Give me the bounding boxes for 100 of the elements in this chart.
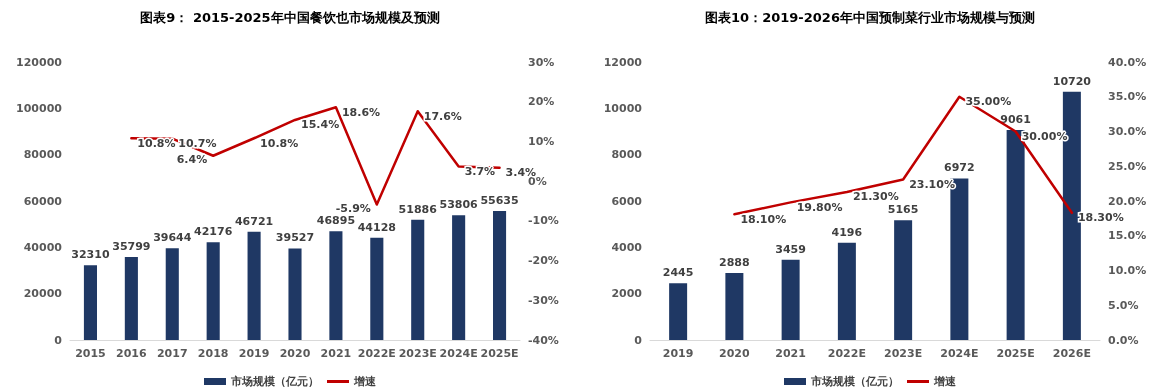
- bar: [206, 242, 220, 340]
- y2-tick-label: 25.0%: [1108, 159, 1147, 173]
- data-label: 18.6%: [341, 105, 381, 119]
- y2-tick-label: -30%: [528, 293, 559, 307]
- data-label: 32310: [71, 248, 110, 262]
- y2-tick-label: -10%: [528, 214, 559, 228]
- data-label: 46721: [234, 214, 274, 228]
- y2-tick-label: 30.0%: [1108, 125, 1147, 138]
- y-tick-label: 40000: [23, 240, 63, 254]
- data-label: 35.00%: [965, 95, 1012, 109]
- data-label: 19.80%: [796, 200, 843, 214]
- bar: [247, 231, 261, 340]
- y-tick-label: 60000: [23, 194, 63, 208]
- x-tick-label: 2020: [279, 347, 311, 360]
- x-tick-label: 2019: [662, 347, 694, 360]
- data-label: 10720: [1052, 74, 1092, 88]
- y-tick-label: 80000: [23, 148, 63, 162]
- y-tick-label: 6000: [611, 194, 643, 208]
- data-label: 15.4%: [301, 118, 340, 132]
- data-label: 44128: [357, 220, 396, 234]
- x-tick-label: 2025E: [480, 347, 519, 360]
- data-label: 6972: [944, 161, 975, 175]
- y2-tick-label: 15.0%: [1108, 229, 1147, 243]
- bar: [370, 237, 384, 340]
- bar: [83, 265, 97, 340]
- x-tick-label: 2022E: [827, 347, 866, 360]
- bar: [165, 248, 179, 340]
- x-tick-label: 2018: [197, 347, 229, 360]
- x-tick-label: 2026E: [1052, 347, 1091, 360]
- y-tick-label: 120000: [16, 55, 63, 69]
- bar: [781, 259, 800, 340]
- data-label: 3459: [775, 242, 806, 256]
- data-label: 18.10%: [740, 212, 787, 226]
- bar: [329, 231, 343, 340]
- data-label: 10.8%: [260, 136, 299, 150]
- data-label: 10.8%: [137, 136, 176, 150]
- x-tick-label: 2017: [156, 347, 188, 360]
- data-label: 35799: [112, 240, 151, 254]
- y-tick-label: 4000: [611, 240, 643, 254]
- x-tick-label: 2023E: [884, 347, 923, 360]
- data-label: 2445: [662, 266, 694, 280]
- legend-label: 增速: [933, 375, 957, 388]
- y2-tick-label: -20%: [528, 254, 559, 268]
- bar: [669, 283, 688, 340]
- data-label: 3.7%: [464, 164, 496, 178]
- y-tick-label: 0: [634, 333, 643, 347]
- data-label: 4196: [831, 225, 863, 239]
- bar: [725, 273, 744, 340]
- data-label: 46895: [316, 214, 356, 228]
- bar: [288, 248, 302, 340]
- data-label: 39527: [275, 231, 315, 245]
- y-tick-label: 8000: [611, 148, 643, 162]
- y-tick-label: 0: [54, 333, 63, 347]
- data-label: 42176: [194, 225, 233, 239]
- data-label: 2888: [719, 256, 750, 270]
- x-tick-label: 2022E: [357, 347, 396, 360]
- x-tick-label: 2020: [719, 347, 751, 360]
- x-tick-label: 2024E: [940, 347, 979, 360]
- x-tick-label: 2019: [238, 347, 270, 360]
- bar: [124, 257, 138, 340]
- y-tick-label: 10000: [603, 101, 643, 115]
- data-label: 53806: [439, 198, 479, 212]
- y2-tick-label: 40.0%: [1108, 55, 1147, 69]
- legend-label: 增速: [353, 375, 377, 388]
- y-tick-label: 2000: [611, 287, 643, 301]
- x-tick-label: 2016: [116, 347, 148, 360]
- y2-tick-label: 5.0%: [1108, 298, 1139, 312]
- y-tick-label: 100000: [16, 101, 63, 115]
- y2-tick-label: 35.0%: [1108, 90, 1147, 104]
- x-tick-label: 2021: [775, 347, 806, 360]
- data-label: 55635: [480, 194, 519, 208]
- data-label: 5165: [887, 203, 919, 217]
- data-label: 6.4%: [176, 153, 208, 167]
- y2-tick-label: 20.0%: [1108, 194, 1147, 208]
- y2-tick-label: 10.0%: [1108, 264, 1147, 277]
- x-tick-label: 2015: [75, 347, 106, 360]
- bar: [411, 219, 425, 340]
- chart-title: 图表9： 2015-2025年中国餐饮也市场规模及预测: [140, 10, 440, 25]
- data-label: 17.6%: [423, 109, 462, 123]
- legend-label: 市场规模（亿元）: [810, 375, 899, 388]
- data-label: -5.9%: [335, 202, 371, 216]
- x-tick-label: 2021: [320, 347, 352, 360]
- y2-tick-label: 30%: [528, 55, 555, 69]
- y2-tick-label: 20%: [528, 95, 555, 109]
- data-label: 39644: [153, 231, 192, 245]
- bar: [894, 220, 913, 340]
- x-tick-label: 2025E: [996, 347, 1035, 360]
- legend-label: 市场规模（亿元）: [230, 375, 319, 388]
- data-label: 9061: [1000, 113, 1031, 127]
- bar: [493, 211, 507, 340]
- y2-tick-label: 10%: [528, 134, 555, 148]
- x-tick-label: 2023E: [398, 347, 437, 360]
- x-tick-label: 2024E: [439, 347, 478, 360]
- line-series: [733, 95, 1074, 216]
- y-tick-label: 20000: [23, 287, 63, 301]
- data-label: 51886: [398, 202, 438, 216]
- y-tick-label: 12000: [603, 55, 643, 69]
- y2-tick-label: 0.0%: [1108, 333, 1139, 347]
- bar: [837, 242, 856, 340]
- y2-tick-label: -40%: [528, 333, 559, 347]
